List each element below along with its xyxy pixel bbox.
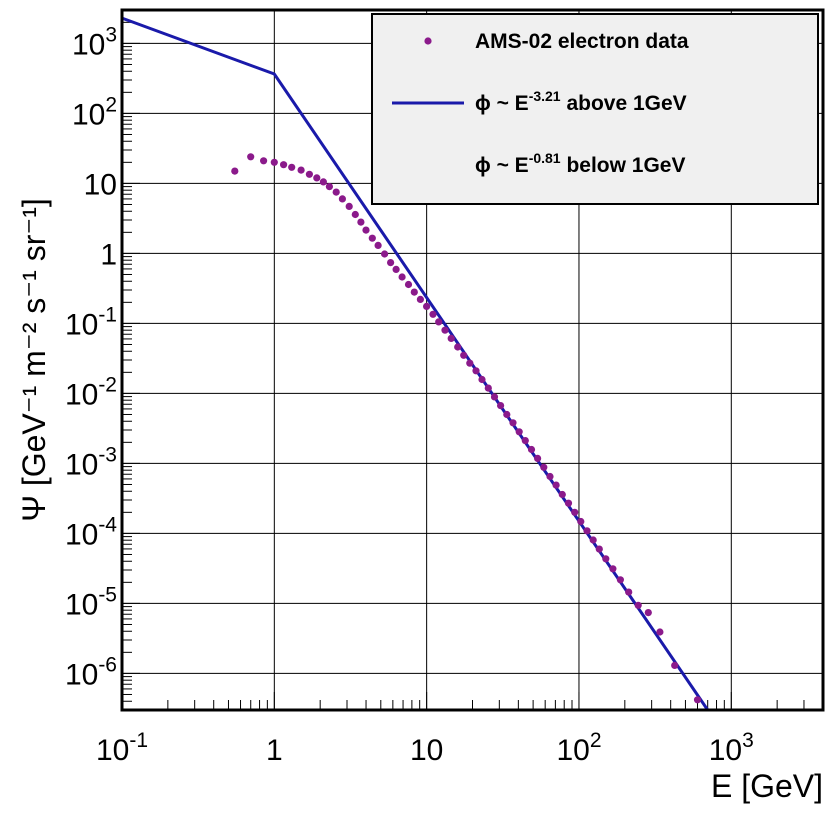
data-point: [454, 343, 462, 351]
data-point: [552, 481, 560, 489]
data-point: [381, 250, 389, 258]
data-point: [319, 178, 327, 186]
data-point: [297, 166, 305, 174]
data-point: [460, 351, 468, 359]
legend: AMS-02 electron data ϕ ~ E-3.21 above 1Ge…: [371, 13, 819, 205]
y-tick-label-3: 1: [100, 238, 117, 271]
data-point: [671, 661, 679, 670]
legend-label-2: ϕ ~ E-0.81 below 1GeV: [475, 150, 685, 177]
data-point: [270, 158, 278, 166]
data-point: [416, 295, 424, 303]
data-point: [368, 234, 376, 242]
series-line-1: [121, 16, 709, 711]
data-point: [435, 318, 443, 326]
data-point: [589, 536, 597, 544]
data-point: [447, 334, 455, 342]
y-tick-label-9: 10-6: [65, 653, 117, 691]
data-point: [656, 628, 664, 636]
x-tick-label-4: 103: [709, 729, 754, 767]
data-point: [288, 163, 296, 171]
data-point: [490, 393, 499, 401]
data-point: [313, 174, 321, 182]
y-tick-label-2: 10: [84, 168, 117, 201]
data-point: [280, 161, 288, 169]
legend-label-1: ϕ ~ E-3.21 above 1GeV: [475, 88, 687, 115]
data-point: [398, 273, 406, 281]
plot-frame: [120, 8, 825, 712]
data-point: [644, 609, 652, 617]
series-layer: [121, 16, 709, 711]
legend-label-0: AMS-02 electron data: [475, 30, 689, 53]
data-point: [357, 218, 365, 226]
data-point: [534, 454, 542, 462]
data-point: [540, 463, 548, 471]
data-point: [231, 167, 239, 175]
data-point: [602, 555, 610, 563]
legend-box: [371, 13, 819, 205]
data-point: [362, 226, 370, 234]
data-point: [478, 375, 486, 384]
data-point: [527, 445, 536, 454]
data-point: [484, 384, 492, 392]
data-point: [345, 202, 353, 210]
data-point: [625, 588, 633, 596]
data-point: [509, 419, 517, 427]
x-axis-title: E [GeV]: [711, 768, 823, 804]
data-point: [387, 259, 395, 267]
data-point: [595, 545, 603, 553]
data-point: [260, 157, 268, 165]
data-point: [564, 499, 573, 507]
y-tick-label-6: 10-3: [65, 443, 117, 481]
data-point: [247, 153, 255, 161]
data-point: [472, 367, 480, 375]
data-point: [351, 210, 359, 219]
data-point: [515, 428, 523, 436]
y-tick-label-8: 10-5: [65, 583, 117, 621]
data-point: [441, 326, 449, 334]
data-point: [503, 410, 511, 419]
y-tick-label-5: 10-2: [65, 373, 117, 411]
y-tick-label-0: 103: [72, 23, 117, 61]
data-point: [609, 565, 617, 573]
data-point: [634, 601, 642, 609]
data-point: [305, 170, 313, 178]
data-point: [423, 302, 431, 310]
data-point: [521, 437, 529, 445]
data-point: [546, 472, 554, 481]
y-tick-label-4: 10-1: [65, 303, 117, 341]
data-point: [332, 188, 340, 196]
data-point: [404, 280, 413, 289]
data-point: [429, 310, 437, 318]
x-tick-labels: 10-1 1 10 102 103: [96, 729, 754, 767]
x-tick-label-3: 102: [556, 729, 601, 767]
x-tick-label-0: 10-1: [96, 729, 148, 767]
legend-marker-dot: [424, 37, 432, 45]
y-tick-label-1: 102: [72, 93, 117, 131]
data-point: [571, 508, 579, 516]
data-point: [338, 195, 346, 203]
data-point: [558, 490, 566, 499]
data-point: [466, 359, 474, 367]
data-point: [392, 265, 400, 273]
data-point: [374, 241, 382, 249]
x-tick-label-2: 10: [410, 734, 443, 767]
data-point: [577, 517, 585, 526]
data-point: [583, 527, 591, 535]
data-point: [410, 288, 418, 296]
y-axis-title: Ψ [GeV⁻¹ m⁻² s⁻¹ sr⁻¹]: [16, 198, 52, 522]
data-point: [325, 183, 333, 191]
x-tick-label-1: 1: [266, 734, 283, 767]
y-tick-label-7: 10-4: [65, 513, 117, 551]
data-point: [616, 576, 625, 584]
data-point: [497, 402, 505, 410]
data-point: [693, 696, 702, 704]
